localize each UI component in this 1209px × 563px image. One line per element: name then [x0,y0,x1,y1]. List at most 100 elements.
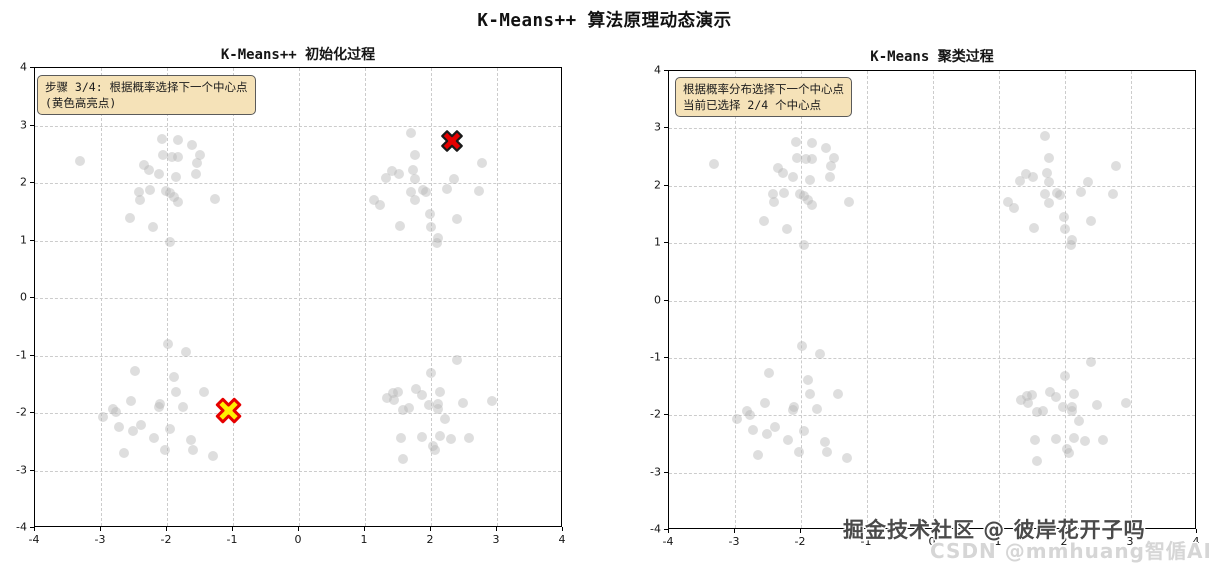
x-tick-mark [430,527,431,531]
scatter-point [767,189,778,200]
y-tick-label: 0 [20,290,27,304]
scatter-point [1040,189,1051,200]
scatter-point [1068,389,1079,400]
scatter-point [1073,415,1084,426]
scatter-point [148,221,159,232]
x-tick-mark [298,527,299,531]
scatter-point [474,186,485,197]
scatter-point [820,437,831,448]
left-annotation-line1: 步骤 3/4: 根据概率选择下一个中心点 [45,80,248,94]
scatter-point [163,339,174,349]
scatter-point [1002,197,1013,208]
gridline-vertical [1131,71,1132,528]
x-tick-mark [562,527,563,531]
scatter-point [1067,235,1078,246]
juejin-watermark: 掘金技术社区 @ 彼岸花开子吗 [843,518,1146,542]
scatter-point [1027,171,1038,182]
scatter-point [741,406,752,417]
scatter-point [1028,223,1039,234]
scatter-point [1110,160,1121,171]
scatter-point [803,374,814,385]
scatter-point [1069,433,1080,444]
scatter-point [135,419,146,430]
scatter-point [171,172,182,183]
scatter-point [424,209,435,220]
scatter-point [1050,433,1061,444]
candidate-center-highlight-marker [209,391,248,434]
scatter-point [154,402,165,413]
scatter-point [464,433,475,444]
scatter-point [375,200,386,211]
left-annotation-line2: (黄色高亮点) [45,96,117,111]
x-tick-label: 0 [294,533,302,546]
scatter-point [805,389,816,400]
x-tick-label: -1 [226,533,238,546]
scatter-point [409,195,420,206]
scatter-point [1021,168,1032,179]
scatter-point [433,399,444,410]
x-tick-label: 1 [360,533,368,546]
y-tick-label: 2 [654,178,661,192]
scatter-point [782,435,793,446]
gridline-horizontal [35,125,561,127]
scatter-point [759,215,770,226]
scatter-point [800,154,811,165]
scatter-point [731,414,742,425]
scatter-point [486,395,497,406]
scatter-point [768,197,779,208]
scatter-point [799,426,810,437]
right-plot-area [668,70,1196,529]
y-tick-mark [664,529,668,530]
scatter-point [427,441,438,452]
x-tick-mark [1196,529,1197,533]
scatter-point [457,398,468,409]
scatter-point [144,164,155,175]
scatter-point [409,149,420,160]
y-tick-label: -3 [650,465,661,479]
scatter-point [421,187,432,198]
scatter-point [125,395,136,406]
x-tick-label: -4 [28,533,40,546]
gridline-horizontal [35,355,561,357]
scatter-point [1052,188,1063,199]
scatter-point [1083,176,1094,187]
scatter-point [1043,152,1054,163]
scatter-point [782,224,793,235]
scatter-point [1108,188,1119,199]
scatter-point [404,403,415,414]
scatter-point [171,386,182,397]
x-tick-label: 3 [492,533,500,546]
scatter-point [449,173,460,184]
scatter-point [397,404,408,415]
right-annotation-line1: 根据概率分布选择下一个中心点 [683,82,844,96]
scatter-point [161,186,172,197]
scatter-point [166,151,177,162]
scatter-point [795,188,806,199]
gridline-vertical [933,71,934,528]
scatter-point [187,140,198,151]
right-subplot-title: K-Means 聚类过程 [870,49,994,65]
scatter-point [110,407,121,418]
scatter-point [382,393,393,404]
gridline-vertical [497,68,498,526]
right-annotation-box: 根据概率分布选择下一个中心点 当前已选择 2/4 个中心点 [675,77,852,118]
scatter-point [173,196,184,207]
scatter-point [157,134,168,145]
gridline-horizontal [35,240,561,242]
scatter-point [1023,397,1034,408]
scatter-point [1042,168,1053,179]
scatter-point [431,237,442,248]
x-tick-mark [232,527,233,531]
scatter-point [1060,370,1070,381]
scatter-point [408,165,419,176]
gridline-horizontal [35,183,561,184]
scatter-point [165,424,176,435]
scatter-point [1086,216,1097,227]
scatter-point [107,403,118,414]
scatter-point [832,389,843,400]
scatter-point [1067,401,1078,412]
x-tick-label: -4 [662,535,674,548]
x-tick-mark [496,527,497,531]
gridline-vertical [233,68,234,526]
